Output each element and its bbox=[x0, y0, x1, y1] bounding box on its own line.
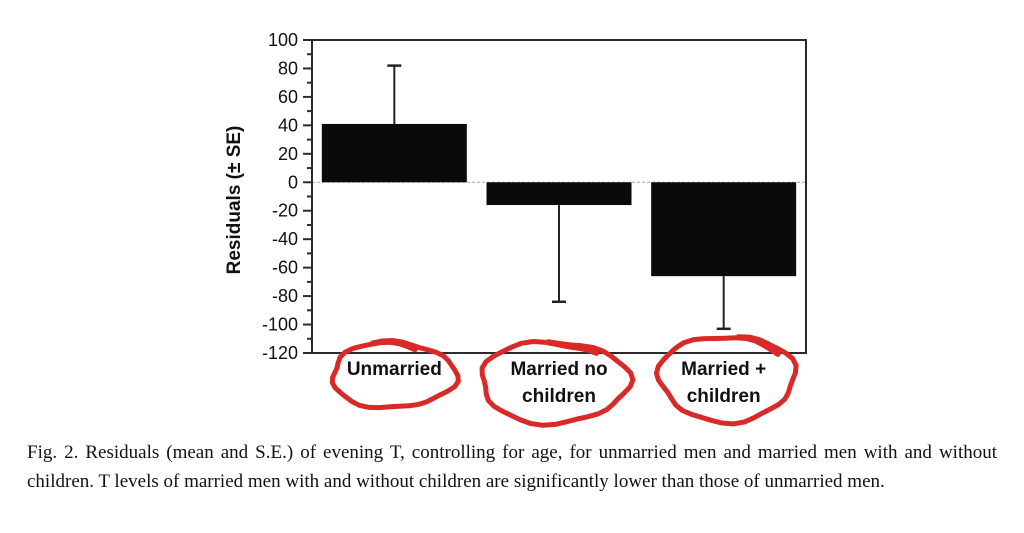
y-axis-tick-label: -100 bbox=[262, 315, 298, 335]
y-axis-tick-label: 80 bbox=[278, 58, 298, 78]
annotation-circle bbox=[329, 338, 461, 411]
bar bbox=[486, 182, 632, 206]
y-axis-tick-label: 20 bbox=[278, 144, 298, 164]
y-axis-tick-label: 40 bbox=[278, 115, 298, 135]
y-axis-tick-label: -120 bbox=[262, 343, 298, 363]
residuals-bar-chart: -120 -100 -80 -60 -40 -20 0 20 40 60 80 100 Residual… bbox=[224, 30, 807, 428]
category-label: children bbox=[522, 386, 596, 407]
y-axis-tick-label: 0 bbox=[288, 172, 298, 192]
figure-caption: Fig. 2. Residuals (mean and S.E.) of eve… bbox=[27, 442, 997, 492]
category-label: children bbox=[687, 386, 761, 407]
y-axis-tick-label: -20 bbox=[272, 201, 298, 221]
y-axis-tick-label: -40 bbox=[272, 229, 298, 249]
bar bbox=[321, 123, 467, 183]
annotation-circle bbox=[479, 339, 636, 428]
y-axis-tick-label: -80 bbox=[272, 286, 298, 306]
y-axis-tick-label: 100 bbox=[268, 30, 298, 50]
y-axis-tick-label: -60 bbox=[272, 258, 298, 278]
category-label: Unmarried bbox=[347, 359, 442, 380]
bar bbox=[651, 182, 797, 277]
category-label: Married + bbox=[681, 359, 766, 380]
category-label: Married no bbox=[510, 359, 607, 380]
y-axis-title: Residuals (± SE) bbox=[224, 126, 245, 275]
annotation-circle bbox=[653, 334, 799, 427]
y-axis-tick-label: 60 bbox=[278, 87, 298, 107]
